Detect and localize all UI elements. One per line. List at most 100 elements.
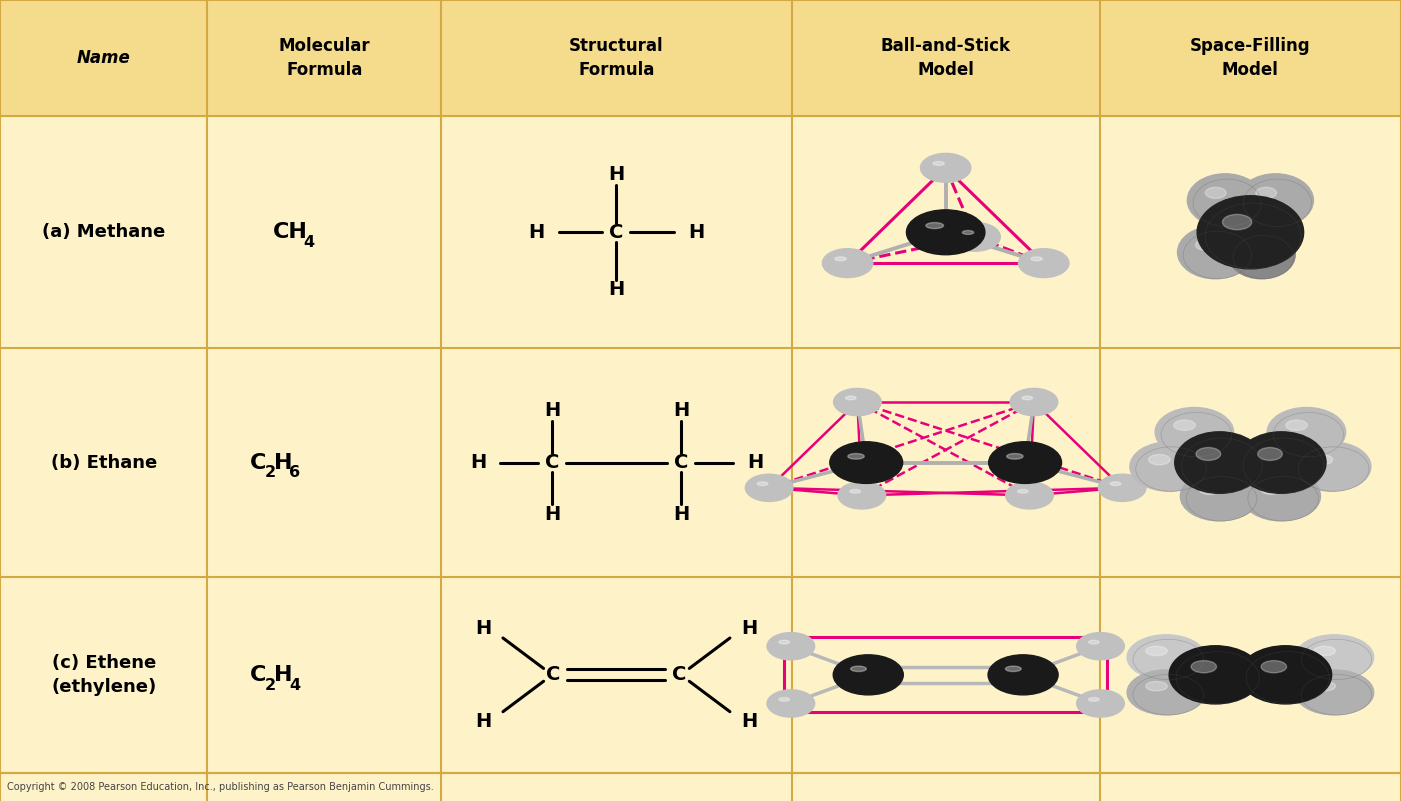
Ellipse shape <box>1295 634 1374 679</box>
Text: Name: Name <box>77 49 130 67</box>
Ellipse shape <box>838 481 885 509</box>
Ellipse shape <box>1010 388 1058 416</box>
Ellipse shape <box>834 654 904 694</box>
Ellipse shape <box>1236 432 1327 493</box>
Ellipse shape <box>1146 646 1167 656</box>
Ellipse shape <box>1110 482 1121 485</box>
Text: H: H <box>741 619 758 638</box>
Ellipse shape <box>1021 396 1033 400</box>
Bar <box>0 0 1401 116</box>
Ellipse shape <box>1199 484 1220 494</box>
Text: C: C <box>545 453 559 472</box>
Ellipse shape <box>1196 448 1220 461</box>
Bar <box>0 116 1401 348</box>
Ellipse shape <box>1154 408 1234 457</box>
Ellipse shape <box>768 633 815 660</box>
Text: H: H <box>688 223 705 242</box>
Ellipse shape <box>829 441 902 483</box>
Bar <box>0 348 1401 577</box>
Ellipse shape <box>1126 670 1205 714</box>
Text: (a) Methane: (a) Methane <box>42 223 165 241</box>
Text: Space-Filling
Model: Space-Filling Model <box>1189 38 1311 78</box>
Ellipse shape <box>1077 633 1125 660</box>
Text: H: H <box>747 453 764 472</box>
Text: H: H <box>469 453 486 472</box>
Ellipse shape <box>848 453 864 459</box>
Text: Copyright © 2008 Pearson Education, Inc., publishing as Pearson Benjamin Cumming: Copyright © 2008 Pearson Education, Inc.… <box>7 782 434 791</box>
Ellipse shape <box>1196 195 1304 269</box>
Bar <box>0 577 1401 773</box>
Ellipse shape <box>1223 215 1251 230</box>
Ellipse shape <box>779 698 790 701</box>
Text: C: C <box>674 453 688 472</box>
Ellipse shape <box>1174 420 1195 430</box>
Ellipse shape <box>1255 187 1276 199</box>
Ellipse shape <box>834 388 881 416</box>
Ellipse shape <box>1293 442 1372 491</box>
Ellipse shape <box>1149 454 1170 465</box>
Ellipse shape <box>1170 646 1261 704</box>
Text: 4: 4 <box>290 678 301 693</box>
Text: (b) Ethane: (b) Ethane <box>50 453 157 472</box>
Ellipse shape <box>1146 682 1167 691</box>
Ellipse shape <box>1295 670 1374 714</box>
Text: Molecular
Formula: Molecular Formula <box>279 38 370 78</box>
Ellipse shape <box>1129 442 1209 491</box>
Ellipse shape <box>1205 187 1226 199</box>
Text: Structural
Formula: Structural Formula <box>569 38 664 78</box>
Ellipse shape <box>822 248 873 278</box>
Ellipse shape <box>1261 484 1282 494</box>
Ellipse shape <box>1314 682 1335 691</box>
Ellipse shape <box>1261 661 1286 673</box>
Text: Ball-and-Stick
Model: Ball-and-Stick Model <box>881 38 1010 78</box>
Text: H: H <box>672 505 689 524</box>
Ellipse shape <box>1267 408 1346 457</box>
Ellipse shape <box>926 223 943 228</box>
Ellipse shape <box>1126 634 1205 679</box>
Text: 6: 6 <box>290 465 301 481</box>
Text: H: H <box>275 665 293 685</box>
Ellipse shape <box>989 441 1062 483</box>
Text: H: H <box>608 165 625 184</box>
Ellipse shape <box>1244 243 1262 253</box>
Text: C: C <box>249 665 266 685</box>
Ellipse shape <box>757 482 768 485</box>
Ellipse shape <box>1258 448 1282 461</box>
Text: H: H <box>741 712 758 731</box>
Ellipse shape <box>1241 472 1321 521</box>
Ellipse shape <box>1174 432 1265 493</box>
Ellipse shape <box>1006 481 1054 509</box>
Ellipse shape <box>1227 231 1296 279</box>
Ellipse shape <box>1238 174 1314 227</box>
Ellipse shape <box>850 666 866 671</box>
Text: H: H <box>544 401 560 420</box>
Ellipse shape <box>1314 646 1335 656</box>
Ellipse shape <box>1031 257 1042 261</box>
Text: H: H <box>608 280 625 300</box>
Ellipse shape <box>1006 666 1021 671</box>
Ellipse shape <box>1007 453 1023 459</box>
Ellipse shape <box>1089 698 1100 701</box>
Ellipse shape <box>1180 472 1259 521</box>
Ellipse shape <box>768 690 815 717</box>
Ellipse shape <box>950 223 1000 252</box>
Ellipse shape <box>1089 640 1100 644</box>
Ellipse shape <box>1017 489 1028 493</box>
Ellipse shape <box>906 210 985 255</box>
Ellipse shape <box>1187 174 1264 227</box>
Text: 2: 2 <box>265 678 276 693</box>
Ellipse shape <box>962 231 974 235</box>
Ellipse shape <box>1098 474 1146 501</box>
Ellipse shape <box>920 154 971 183</box>
Text: 4: 4 <box>304 235 315 250</box>
Ellipse shape <box>1195 239 1216 251</box>
Ellipse shape <box>1286 420 1307 430</box>
Ellipse shape <box>850 489 860 493</box>
Text: C: C <box>609 223 623 242</box>
Ellipse shape <box>1077 690 1125 717</box>
Bar <box>785 638 1108 712</box>
Text: H: H <box>544 505 560 524</box>
Text: H: H <box>275 453 293 473</box>
Ellipse shape <box>1019 248 1069 278</box>
Text: C: C <box>249 453 266 473</box>
